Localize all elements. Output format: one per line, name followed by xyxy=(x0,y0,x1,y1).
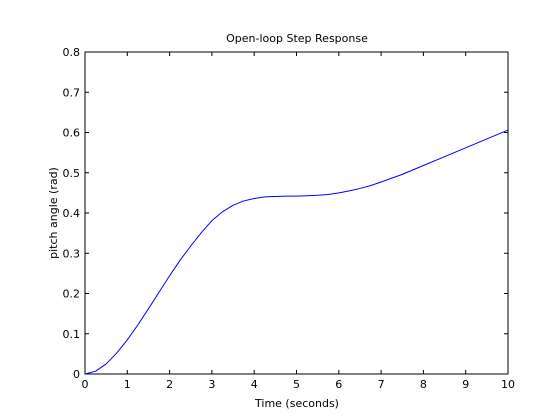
x-tick-label: 7 xyxy=(378,378,385,391)
x-tick-label: 10 xyxy=(501,378,515,391)
x-axis: 0 1 2 3 4 5 6 7 8 9 10 xyxy=(82,52,515,391)
x-tick-label: 8 xyxy=(420,378,427,391)
y-axis-label: pitch angle (rad) xyxy=(47,167,60,259)
series-layer xyxy=(84,129,509,375)
axes-box xyxy=(84,51,509,375)
y-axis: 0 0.1 0.2 0.3 0.4 0.5 0.6 0.7 0.8 xyxy=(63,46,508,381)
plot-area xyxy=(84,51,509,375)
x-tick-label: 1 xyxy=(124,378,131,391)
x-tick-label: 6 xyxy=(335,378,342,391)
x-axis-label: Time (seconds) xyxy=(254,397,339,410)
y-tick-label: 0 xyxy=(73,368,80,381)
x-tick-label: 3 xyxy=(208,378,215,391)
x-tick-label: 0 xyxy=(82,378,89,391)
y-tick-label: 0.6 xyxy=(63,127,81,140)
y-tick-label: 0.4 xyxy=(63,207,81,220)
y-tick-label: 0.2 xyxy=(63,288,81,301)
x-tick-label: 5 xyxy=(293,378,300,391)
step-response-line xyxy=(84,129,509,375)
x-tick-label: 9 xyxy=(462,378,469,391)
x-tick-label: 2 xyxy=(166,378,173,391)
y-tick-label: 0.8 xyxy=(63,46,81,59)
y-tick-label: 0.3 xyxy=(63,247,81,260)
y-tick-label: 0.1 xyxy=(63,328,81,341)
y-tick-label: 0.7 xyxy=(63,86,81,99)
y-tick-label: 0.5 xyxy=(63,167,81,180)
chart-title: Open-loop Step Response xyxy=(226,32,368,45)
x-tick-label: 4 xyxy=(251,378,258,391)
